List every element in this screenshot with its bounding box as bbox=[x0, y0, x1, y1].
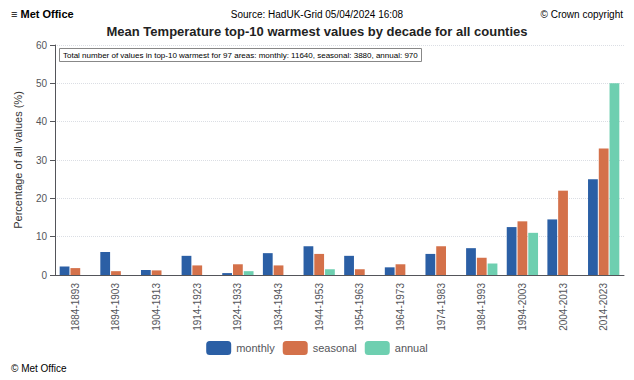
svg-text:Source: HadUK-Grid 05/04/2024: Source: HadUK-Grid 05/04/2024 16:08 bbox=[231, 9, 404, 20]
svg-text:1984-1993: 1984-1993 bbox=[476, 283, 487, 331]
svg-text:≡ Met Office: ≡ Met Office bbox=[11, 8, 74, 20]
svg-text:2014-2023: 2014-2023 bbox=[598, 283, 609, 331]
svg-text:1914-1923: 1914-1923 bbox=[192, 283, 203, 331]
svg-text:30: 30 bbox=[36, 155, 48, 166]
svg-text:10: 10 bbox=[36, 231, 48, 242]
svg-text:1974-1983: 1974-1983 bbox=[436, 283, 447, 331]
svg-text:Percentage of all values (%): Percentage of all values (%) bbox=[12, 91, 24, 229]
svg-text:1884-1893: 1884-1893 bbox=[70, 283, 81, 331]
svg-text:50: 50 bbox=[36, 78, 48, 89]
svg-text:© Met Office: © Met Office bbox=[11, 363, 67, 374]
svg-text:1944-1953: 1944-1953 bbox=[314, 283, 325, 331]
svg-text:monthly: monthly bbox=[236, 342, 275, 354]
svg-text:Total number of values in top-: Total number of values in top-10 warmest… bbox=[63, 51, 418, 60]
svg-text:© Crown copyright: © Crown copyright bbox=[541, 9, 624, 20]
svg-text:seasonal: seasonal bbox=[313, 342, 357, 354]
svg-text:1924-1933: 1924-1933 bbox=[232, 283, 243, 331]
svg-text:1904-1913: 1904-1913 bbox=[151, 283, 162, 331]
svg-text:0: 0 bbox=[41, 270, 47, 281]
svg-text:1964-1973: 1964-1973 bbox=[395, 283, 406, 331]
svg-text:2004-2013: 2004-2013 bbox=[558, 283, 569, 331]
svg-text:Mean Temperature top-10 warmes: Mean Temperature top-10 warmest values b… bbox=[107, 24, 528, 39]
svg-text:40: 40 bbox=[36, 116, 48, 127]
svg-text:1994-2003: 1994-2003 bbox=[517, 283, 528, 331]
svg-text:1934-1943: 1934-1943 bbox=[273, 283, 284, 331]
svg-text:1954-1963: 1954-1963 bbox=[354, 283, 365, 331]
svg-text:60: 60 bbox=[36, 40, 48, 51]
svg-text:annual: annual bbox=[395, 342, 428, 354]
svg-text:20: 20 bbox=[36, 193, 48, 204]
svg-text:1894-1903: 1894-1903 bbox=[110, 283, 121, 331]
